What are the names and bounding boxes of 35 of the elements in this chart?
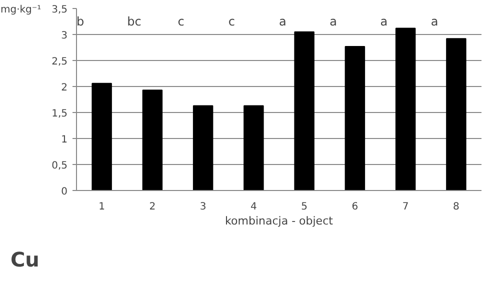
annotation: c: [228, 14, 235, 28]
x-tick-label: 8: [453, 202, 460, 212]
y-axis-title: mg·kg⁻¹: [0, 4, 42, 16]
x-axis-title: kombinacja - object: [225, 214, 334, 228]
annotation: a: [330, 14, 337, 28]
bar: [446, 38, 466, 190]
y-tick-label: 0: [61, 186, 68, 198]
x-tick-label: 2: [149, 202, 156, 212]
x-tick-label: 6: [352, 202, 358, 212]
annotation: bc: [127, 14, 142, 28]
y-tick-label: 2,5: [52, 56, 68, 68]
y-tick-label: 3: [61, 30, 68, 42]
annotation: c: [178, 14, 184, 28]
y-tick-label: 1: [61, 134, 68, 146]
y-tick-label: 3,5: [52, 4, 68, 16]
annotation: b: [76, 14, 84, 28]
y-tick-label: 0,5: [52, 160, 68, 172]
y-tick-label: 1,5: [52, 108, 68, 120]
x-tick-label: 1: [98, 202, 106, 212]
x-tick-label: 4: [250, 202, 257, 212]
bar: [142, 90, 163, 190]
annotation: a: [430, 14, 438, 28]
bar: [244, 105, 264, 190]
bar: [294, 31, 314, 190]
x-tick-label: 7: [402, 202, 409, 212]
x-tick-label: 3: [200, 202, 206, 212]
bar: [192, 105, 214, 190]
text: Cu: [10, 248, 40, 272]
bar: [395, 28, 416, 190]
annotation: a: [380, 14, 388, 28]
bar: [344, 46, 366, 190]
bar: [92, 82, 112, 190]
y-tick-label: 2: [61, 82, 68, 94]
x-tick-label: 5: [301, 202, 308, 212]
annotation: a: [279, 14, 286, 28]
